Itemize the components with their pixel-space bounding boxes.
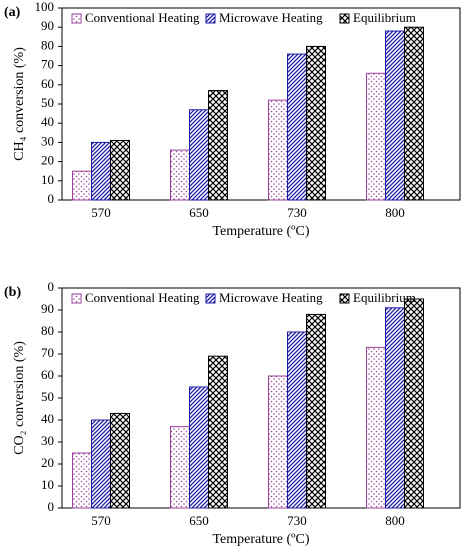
y-tick-label: 60 (41, 367, 54, 382)
y-tick-label: 0 (48, 499, 55, 514)
bar (287, 331, 307, 509)
bar (170, 149, 190, 201)
bar (208, 355, 228, 509)
bar (72, 452, 92, 509)
x-axis-label: Temperature (ºC) (212, 532, 309, 547)
x-axis-label: Temperature (ºC) (212, 224, 309, 239)
legend-label: Equilibrium (353, 290, 416, 305)
y-axis-label: CO₂ conversion (%) (12, 341, 27, 455)
y-tick-label: 20 (41, 455, 54, 470)
legend-label: Microwave Heating (219, 290, 323, 305)
x-tick-label: 650 (189, 205, 209, 220)
bar (189, 386, 209, 509)
x-tick-label: 800 (385, 205, 405, 220)
bar (385, 307, 405, 509)
bar (287, 53, 307, 201)
y-tick-label: 40 (41, 411, 54, 426)
y-tick-label: 20 (41, 153, 54, 168)
panel-label: (a) (4, 5, 21, 20)
x-tick-label: 730 (287, 205, 307, 220)
y-tick-label: 50 (41, 95, 54, 110)
bar (110, 412, 130, 509)
bar (208, 90, 228, 201)
legend-swatch (205, 293, 216, 304)
y-tick-label: 10 (41, 477, 54, 492)
y-tick-label: 90 (41, 18, 54, 33)
legend-swatch (71, 13, 82, 24)
bar (91, 141, 111, 201)
y-tick-label: 80 (41, 37, 54, 52)
y-tick-label: 60 (41, 76, 54, 91)
bar (170, 426, 190, 509)
bar (366, 72, 386, 201)
y-tick-label: 100 (35, 0, 55, 14)
legend-label: Microwave Heating (219, 10, 323, 25)
legend-swatch (205, 13, 216, 24)
bar (110, 139, 130, 201)
x-tick-label: 730 (287, 513, 307, 528)
y-tick-label: 30 (41, 433, 54, 448)
bar (404, 26, 424, 201)
legend-swatch (339, 293, 350, 304)
bar (306, 313, 326, 509)
legend-swatch (71, 293, 82, 304)
y-tick-label: 30 (41, 133, 54, 148)
bar (306, 45, 326, 201)
y-tick-label: 70 (41, 345, 54, 360)
legend-label: Conventional Heating (85, 290, 200, 305)
y-tick-label: 0 (48, 279, 55, 294)
x-tick-label: 570 (91, 205, 111, 220)
y-tick-label: 50 (41, 389, 54, 404)
x-tick-label: 570 (91, 513, 111, 528)
y-tick-label: 70 (41, 57, 54, 72)
y-tick-label: 80 (41, 323, 54, 338)
bar (189, 109, 209, 201)
bar (72, 170, 92, 201)
legend-label: Equilibrium (353, 10, 416, 25)
bar (385, 30, 405, 201)
y-axis-label: CH₄ conversion (%) (12, 47, 27, 161)
bar (91, 419, 111, 509)
x-tick-label: 650 (189, 513, 209, 528)
y-tick-label: 40 (41, 114, 54, 129)
y-tick-label: 90 (41, 301, 54, 316)
bar (366, 346, 386, 509)
y-tick-label: 10 (41, 172, 54, 187)
legend-swatch (339, 13, 350, 24)
bar (404, 298, 424, 509)
y-tick-label: 0 (48, 191, 55, 206)
bar (268, 375, 288, 509)
bar (268, 99, 288, 201)
x-tick-label: 800 (385, 513, 405, 528)
panel-label: (b) (4, 285, 21, 300)
legend-label: Conventional Heating (85, 10, 200, 25)
